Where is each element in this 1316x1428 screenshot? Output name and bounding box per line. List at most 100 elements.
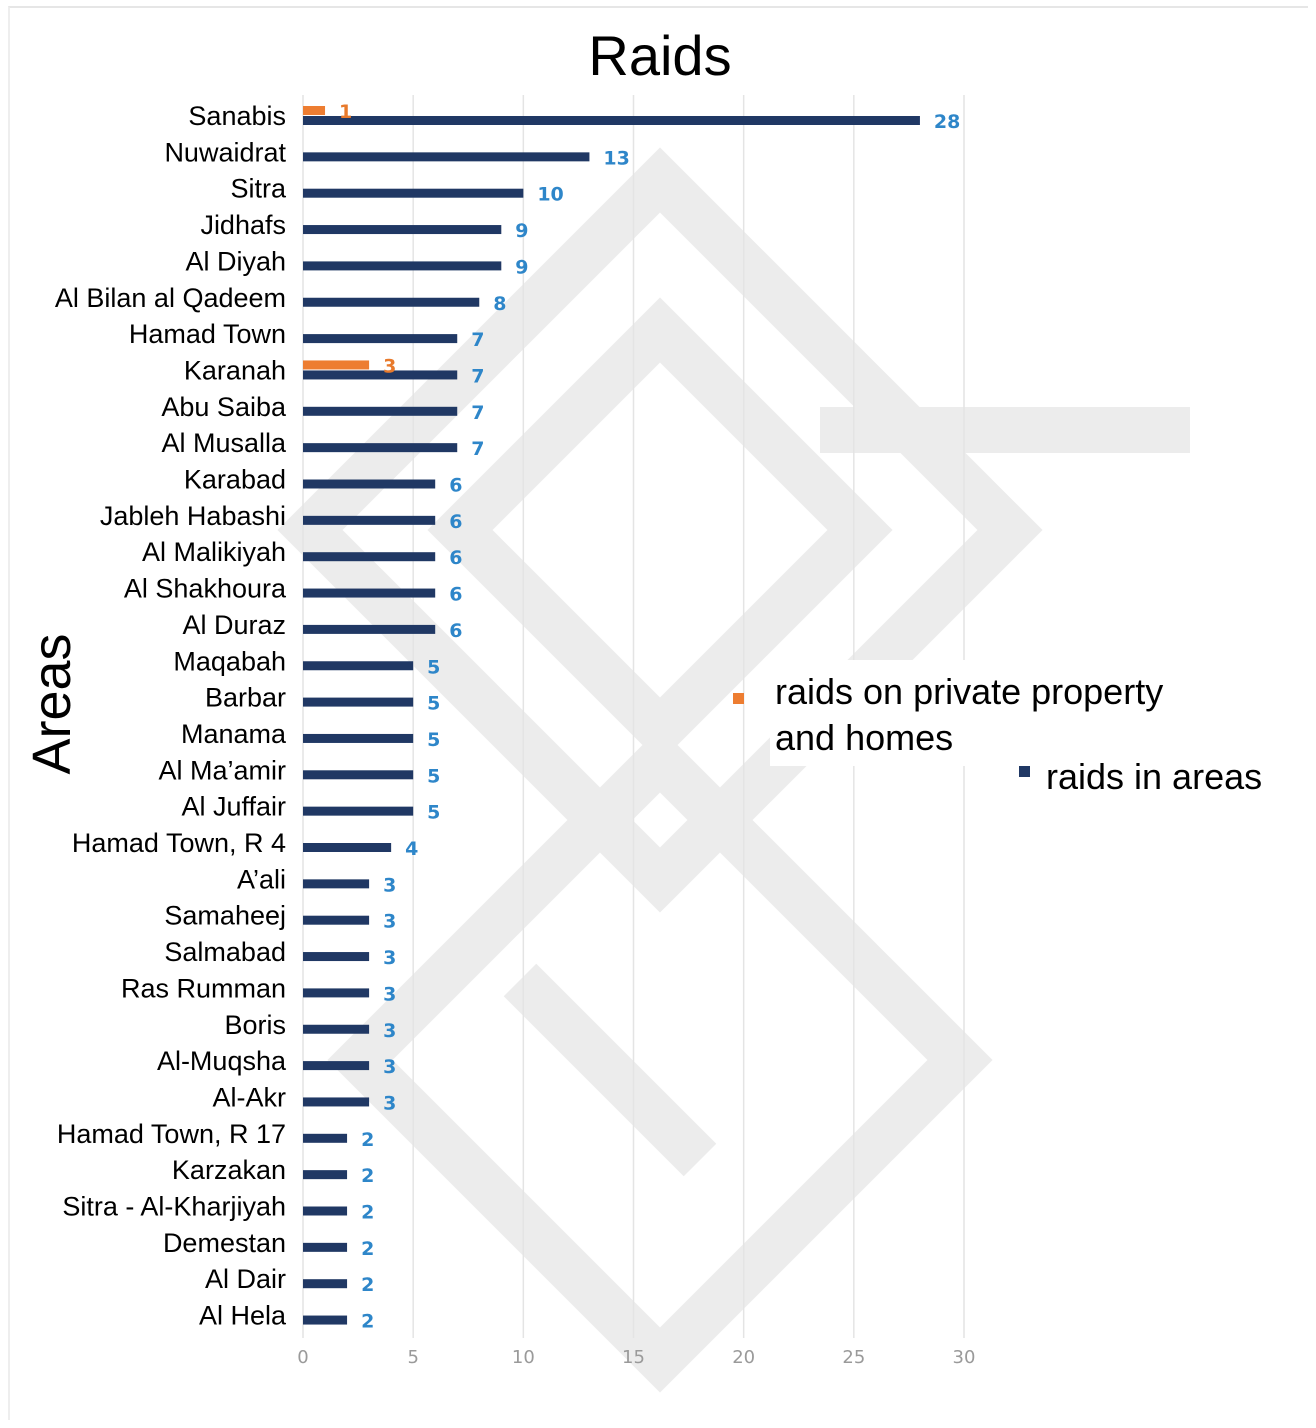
category-label: Al Ma’amir (158, 755, 286, 785)
data-label-areas: 3 (383, 1092, 396, 1114)
category-label: Hamad Town, R 4 (72, 828, 286, 858)
bar-raids-in-areas (303, 624, 436, 634)
data-label-areas: 3 (383, 947, 396, 969)
bar-raids-in-areas (303, 952, 370, 962)
category-label: Karanah (184, 355, 286, 385)
category-label: Samaheej (164, 901, 286, 931)
data-label-areas: 2 (361, 1311, 374, 1333)
category-label: Al Dair (205, 1264, 286, 1294)
category-label: Boris (224, 1010, 286, 1040)
category-label: Jableh Habashi (100, 501, 286, 531)
category-label: Al Juffair (181, 792, 286, 822)
category-label: Al Malikiyah (142, 537, 286, 567)
data-label-areas: 3 (383, 911, 396, 933)
legend-label-areas: raids in areas (1046, 756, 1262, 797)
data-label-areas: 5 (427, 656, 440, 678)
bar-raids-in-areas (303, 1170, 348, 1180)
series-raids-on-private-property (303, 106, 370, 370)
data-label-areas: 2 (361, 1238, 374, 1260)
chart-title: Raids (588, 24, 731, 87)
bar-raids-in-areas (303, 116, 920, 125)
data-label-areas: 3 (383, 1020, 396, 1042)
x-axis-ticks: 0 5 10 15 20 25 30 (297, 1347, 975, 1368)
watermark (277, 147, 1190, 1393)
category-label: Barbar (205, 683, 286, 713)
data-label-areas: 2 (361, 1165, 374, 1187)
category-label: Karzakan (172, 1155, 286, 1185)
data-label-areas: 7 (471, 365, 484, 387)
category-label: Jidhafs (200, 210, 286, 240)
bar-raids-in-areas (303, 588, 436, 598)
legend-label-private: raids on private property and homes (775, 671, 1173, 758)
bar-raids-in-areas (303, 443, 458, 453)
data-label-areas: 3 (383, 874, 396, 896)
category-label: Sitra (230, 174, 287, 204)
bar-raids-in-areas (303, 879, 370, 889)
category-label: Al-Akr (213, 1082, 287, 1112)
category-label: Nuwaidrat (164, 137, 286, 167)
category-label: Al Hela (199, 1301, 287, 1331)
data-label-areas: 7 (471, 402, 484, 424)
bar-raids-in-areas (303, 988, 370, 998)
bar-raids-in-areas (303, 188, 524, 198)
data-label-areas: 6 (449, 475, 462, 497)
bar-raids-in-areas (303, 733, 414, 743)
data-label-areas: 2 (361, 1274, 374, 1296)
category-label: Abu Saiba (161, 392, 287, 422)
data-label-areas: 13 (603, 147, 629, 169)
bar-raids-in-areas (303, 1315, 348, 1325)
category-label: Hamad Town, R 17 (57, 1119, 286, 1149)
data-label-areas: 5 (427, 765, 440, 787)
data-label-areas: 6 (449, 511, 462, 533)
bar-raids-in-areas (303, 806, 414, 816)
data-label-areas: 3 (383, 983, 396, 1005)
data-label-areas: 10 (537, 184, 563, 206)
category-label: Al Musalla (161, 428, 287, 458)
category-label: Sanabis (188, 101, 286, 131)
bar-raids-in-areas (303, 1242, 348, 1252)
bar-raids-in-areas (303, 1061, 370, 1071)
category-label: Demestan (163, 1228, 286, 1258)
legend: raids on private property and homes raid… (733, 660, 1298, 814)
x-tick-label: 30 (953, 1347, 976, 1368)
x-tick-label: 15 (622, 1347, 645, 1368)
data-label-areas: 7 (471, 329, 484, 351)
data-label-areas: 6 (449, 620, 462, 642)
bar-raids-in-areas (303, 261, 502, 271)
bar-raids-in-areas (303, 152, 590, 162)
data-label-areas: 5 (427, 693, 440, 715)
category-label: Karabad (184, 465, 286, 495)
y-axis-label: Areas (22, 633, 82, 774)
data-label-areas: 6 (449, 584, 462, 606)
data-label-areas: 9 (515, 220, 528, 242)
x-tick-label: 25 (842, 1347, 865, 1368)
category-label: Al Duraz (182, 610, 286, 640)
category-labels: Sanabis Nuwaidrat Sitra Jidhafs Al Diyah Al B… (55, 101, 287, 1331)
category-label: Salmabad (164, 937, 286, 967)
data-label-areas: 8 (493, 293, 506, 315)
bar-raids-in-areas (303, 479, 436, 489)
category-label: Maqabah (173, 646, 286, 676)
category-label: Al-Muqsha (157, 1046, 287, 1076)
category-label: Hamad Town (129, 319, 286, 349)
bar-raids-in-areas (303, 770, 414, 780)
data-label-areas: 6 (449, 547, 462, 569)
bar-raids-in-areas (303, 515, 436, 525)
x-tick-label: 20 (732, 1347, 755, 1368)
bar-raids-in-areas (303, 1279, 348, 1289)
category-label: Ras Rumman (121, 973, 286, 1003)
data-label-areas: 9 (515, 256, 528, 278)
bar-raids-in-areas (303, 697, 414, 707)
bar-raids-in-areas (303, 297, 480, 307)
x-tick-label: 10 (512, 1347, 535, 1368)
data-label-private: 3 (383, 355, 396, 377)
data-label-areas: 7 (471, 438, 484, 460)
data-label-areas: 5 (427, 729, 440, 751)
bar-raids-in-areas (303, 406, 458, 416)
category-label: A’ali (237, 864, 286, 894)
bar-raids-in-areas (303, 843, 392, 852)
data-label-areas: 2 (361, 1202, 374, 1224)
x-tick-label: 0 (297, 1347, 308, 1368)
legend-swatch-private (733, 693, 744, 704)
